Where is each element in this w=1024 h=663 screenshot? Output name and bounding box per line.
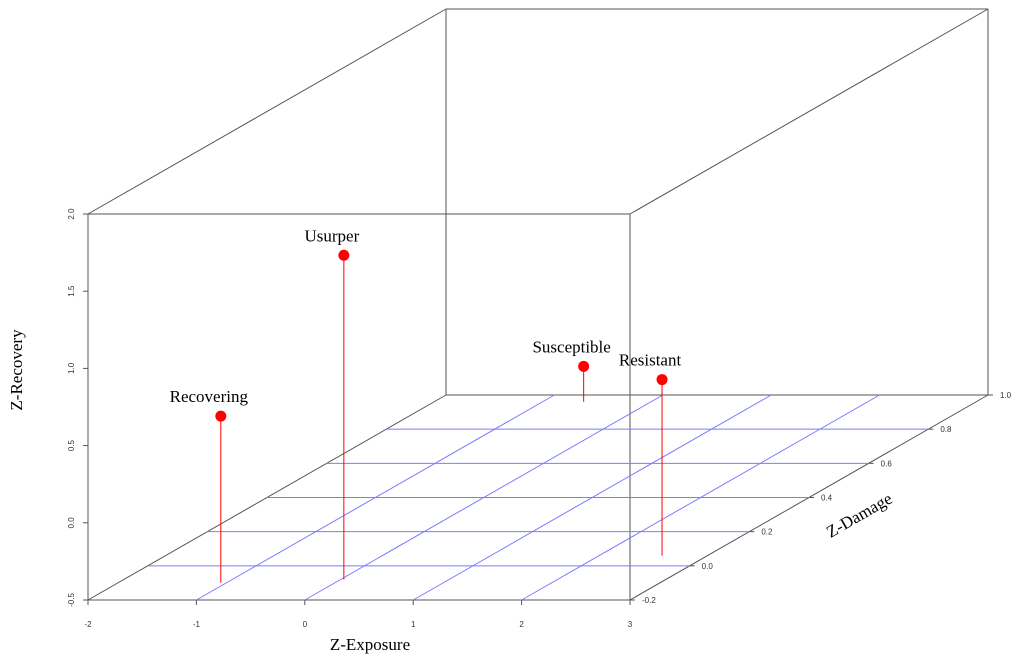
box-edge	[87, 8, 447, 215]
y-tick-label: 1.0	[1000, 391, 1012, 400]
y-tick-label: 0.4	[821, 494, 833, 503]
point-label: Susceptible	[532, 337, 610, 356]
y-tick-label: 0.0	[702, 562, 714, 571]
x-tick-label: 1	[411, 620, 416, 629]
point	[578, 360, 590, 372]
x-tick-label: -2	[84, 620, 92, 629]
z-tick-label: 2.0	[67, 208, 76, 220]
z-tick-label: 1.0	[67, 362, 76, 374]
point-label: Resistant	[619, 351, 682, 370]
point	[215, 410, 227, 422]
x-tick-label: 3	[628, 620, 633, 629]
z-axis-title: Z-Recovery	[7, 329, 26, 411]
y-tick-label: 0.8	[940, 425, 952, 434]
z-tick-label: -0.5	[67, 593, 76, 607]
point-label: Usurper	[304, 226, 359, 245]
z-tick-label: 0.5	[67, 439, 76, 451]
z-tick-label: 1.5	[67, 285, 76, 297]
z-tick-label: 0.0	[67, 517, 76, 529]
box-edge	[629, 8, 989, 215]
y-tick-label: 0.6	[881, 459, 893, 468]
point	[338, 249, 350, 261]
y-tick-label: 0.2	[761, 528, 773, 537]
y-tick-label: -0.2	[642, 596, 656, 605]
y-axis-title: Z-Damage	[823, 489, 895, 542]
x-tick-label: 2	[519, 620, 524, 629]
point-label: Recovering	[170, 387, 249, 406]
x-tick-label: -1	[193, 620, 201, 629]
x-axis-title: Z-Exposure	[330, 635, 410, 654]
x-tick-label: 0	[303, 620, 308, 629]
point	[656, 374, 668, 386]
